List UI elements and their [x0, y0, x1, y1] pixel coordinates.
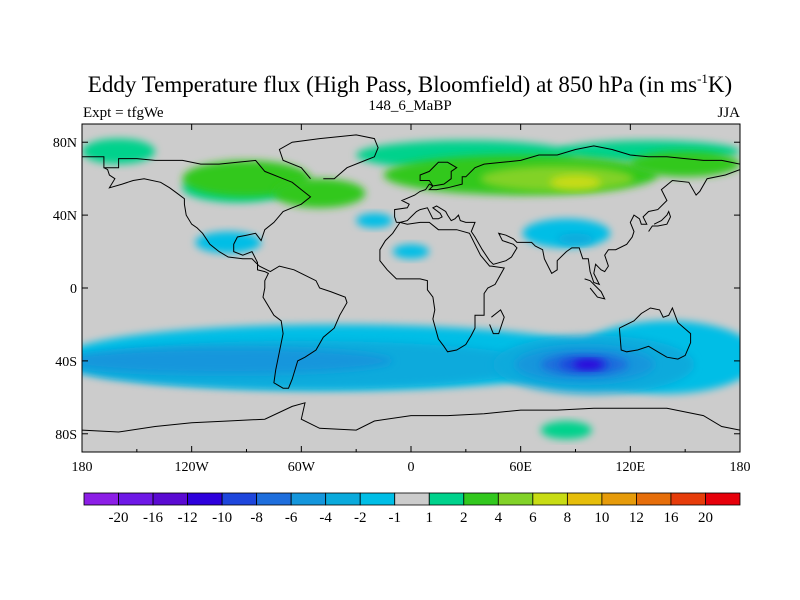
colorbar-swatch: [463, 492, 499, 506]
colorbar-swatch: [532, 492, 568, 506]
chart-title-main: Eddy Temperature flux (High Pass, Bloomf…: [88, 72, 697, 97]
colorbar-swatch: [636, 492, 672, 506]
contour-region-11: [522, 218, 611, 248]
contour-region-10: [195, 231, 262, 254]
colorbar-label: -12: [178, 510, 198, 526]
colorbar-swatch: [118, 492, 154, 506]
colorbar-swatch: [187, 492, 223, 506]
colorbar-label: -1: [388, 510, 401, 526]
colorbar-swatch: [221, 492, 258, 506]
y-axis: 80N 40N 0 40S 80S: [53, 136, 740, 443]
colorbar-swatch: [670, 492, 706, 506]
colorbar-label: 6: [529, 510, 537, 526]
season-label: JJA: [717, 105, 740, 121]
y-tick-label: 40S: [55, 355, 77, 370]
contour-region-13: [356, 213, 393, 228]
contour-region-12: [392, 244, 430, 259]
contour-region-23: [573, 359, 603, 370]
x-tick-label: 180: [730, 460, 751, 475]
chart-title-unit-superscript: -1: [697, 71, 708, 86]
y-tick-label: 80S: [55, 428, 77, 443]
coastlines: [82, 134, 740, 433]
colorbar-swatch: [601, 492, 637, 506]
run-label: 148_6_MaBP: [368, 98, 451, 114]
colorbar-label: -16: [143, 510, 163, 526]
colorbar-swatch: [290, 492, 327, 506]
plot-area: 180 120W 60W 0 60E 120E 180 80N 40N 0 40S 80S: [53, 123, 751, 475]
colorbar-label: -4: [319, 510, 332, 526]
x-tick-label: 120W: [175, 460, 210, 475]
coastline-6: [584, 278, 606, 300]
x-tick-label: 0: [408, 460, 415, 475]
colorbar-label: -2: [354, 510, 367, 526]
contour-region-19: [82, 348, 393, 374]
y-tick-label: 0: [70, 282, 77, 297]
colorbar-swatch: [256, 492, 292, 506]
colorbar-label: -8: [250, 510, 263, 526]
coastline-0: [82, 156, 348, 389]
y-tick-label: 40N: [53, 209, 77, 224]
colorbar-swatch: [497, 492, 534, 506]
colorbar-label: 1: [426, 510, 434, 526]
coastline-3: [379, 221, 505, 353]
experiment-label: Expt = tfgWe: [83, 105, 164, 121]
colorbar-swatch: [566, 492, 603, 506]
colorbar-swatch: [394, 492, 430, 506]
contour-region-14: [557, 233, 594, 245]
colorbar-label: 8: [564, 510, 572, 526]
contour-region-5: [273, 178, 366, 208]
colorbar-label: 12: [629, 510, 644, 526]
coastline-4: [489, 309, 505, 335]
colorbar-label: 2: [460, 510, 468, 526]
colorbar-swatch: [359, 492, 396, 506]
x-tick-label: 120E: [616, 460, 646, 475]
colorbar-swatch: [428, 492, 465, 506]
x-tick-label: 60W: [288, 460, 316, 475]
colorbar-swatch: [325, 492, 361, 506]
colorbar-label: -10: [212, 510, 232, 526]
colorbar-label: 10: [594, 510, 609, 526]
colorbar-label: 16: [663, 510, 679, 526]
contour-region-7: [630, 151, 740, 177]
coastline-8: [82, 402, 740, 433]
x-tick-label: 60E: [509, 460, 532, 475]
coastline-5: [618, 306, 692, 360]
colorbar-swatch: [705, 492, 741, 506]
contour-region-24: [540, 421, 592, 440]
colorbar-label: 4: [495, 510, 503, 526]
colorbar: -20 -16 -12 -10 -8 -6 -4 -2 -1 1 2 4 6 8 10 12 16 20: [83, 492, 741, 526]
contour-region-9: [549, 175, 602, 190]
colorbar-swatch: [152, 492, 188, 506]
coastline-7: [648, 210, 672, 232]
chart-title: Eddy Temperature flux (High Pass, Bloomf…: [88, 71, 732, 97]
chart-title-unit-end: K): [708, 72, 732, 97]
contour-region-0: [82, 138, 156, 165]
x-axis: 180 120W 60W 0 60E 120E 180: [72, 124, 751, 475]
colorbar-label: -20: [109, 510, 129, 526]
colorbar-label: 20: [698, 510, 713, 526]
coastline-1: [278, 134, 379, 180]
y-tick-label: 80N: [53, 136, 77, 151]
colorbar-label: -6: [285, 510, 298, 526]
colorbar-swatch: [83, 492, 119, 506]
x-tick-label: 180: [72, 460, 93, 475]
coastline-2: [394, 145, 740, 286]
